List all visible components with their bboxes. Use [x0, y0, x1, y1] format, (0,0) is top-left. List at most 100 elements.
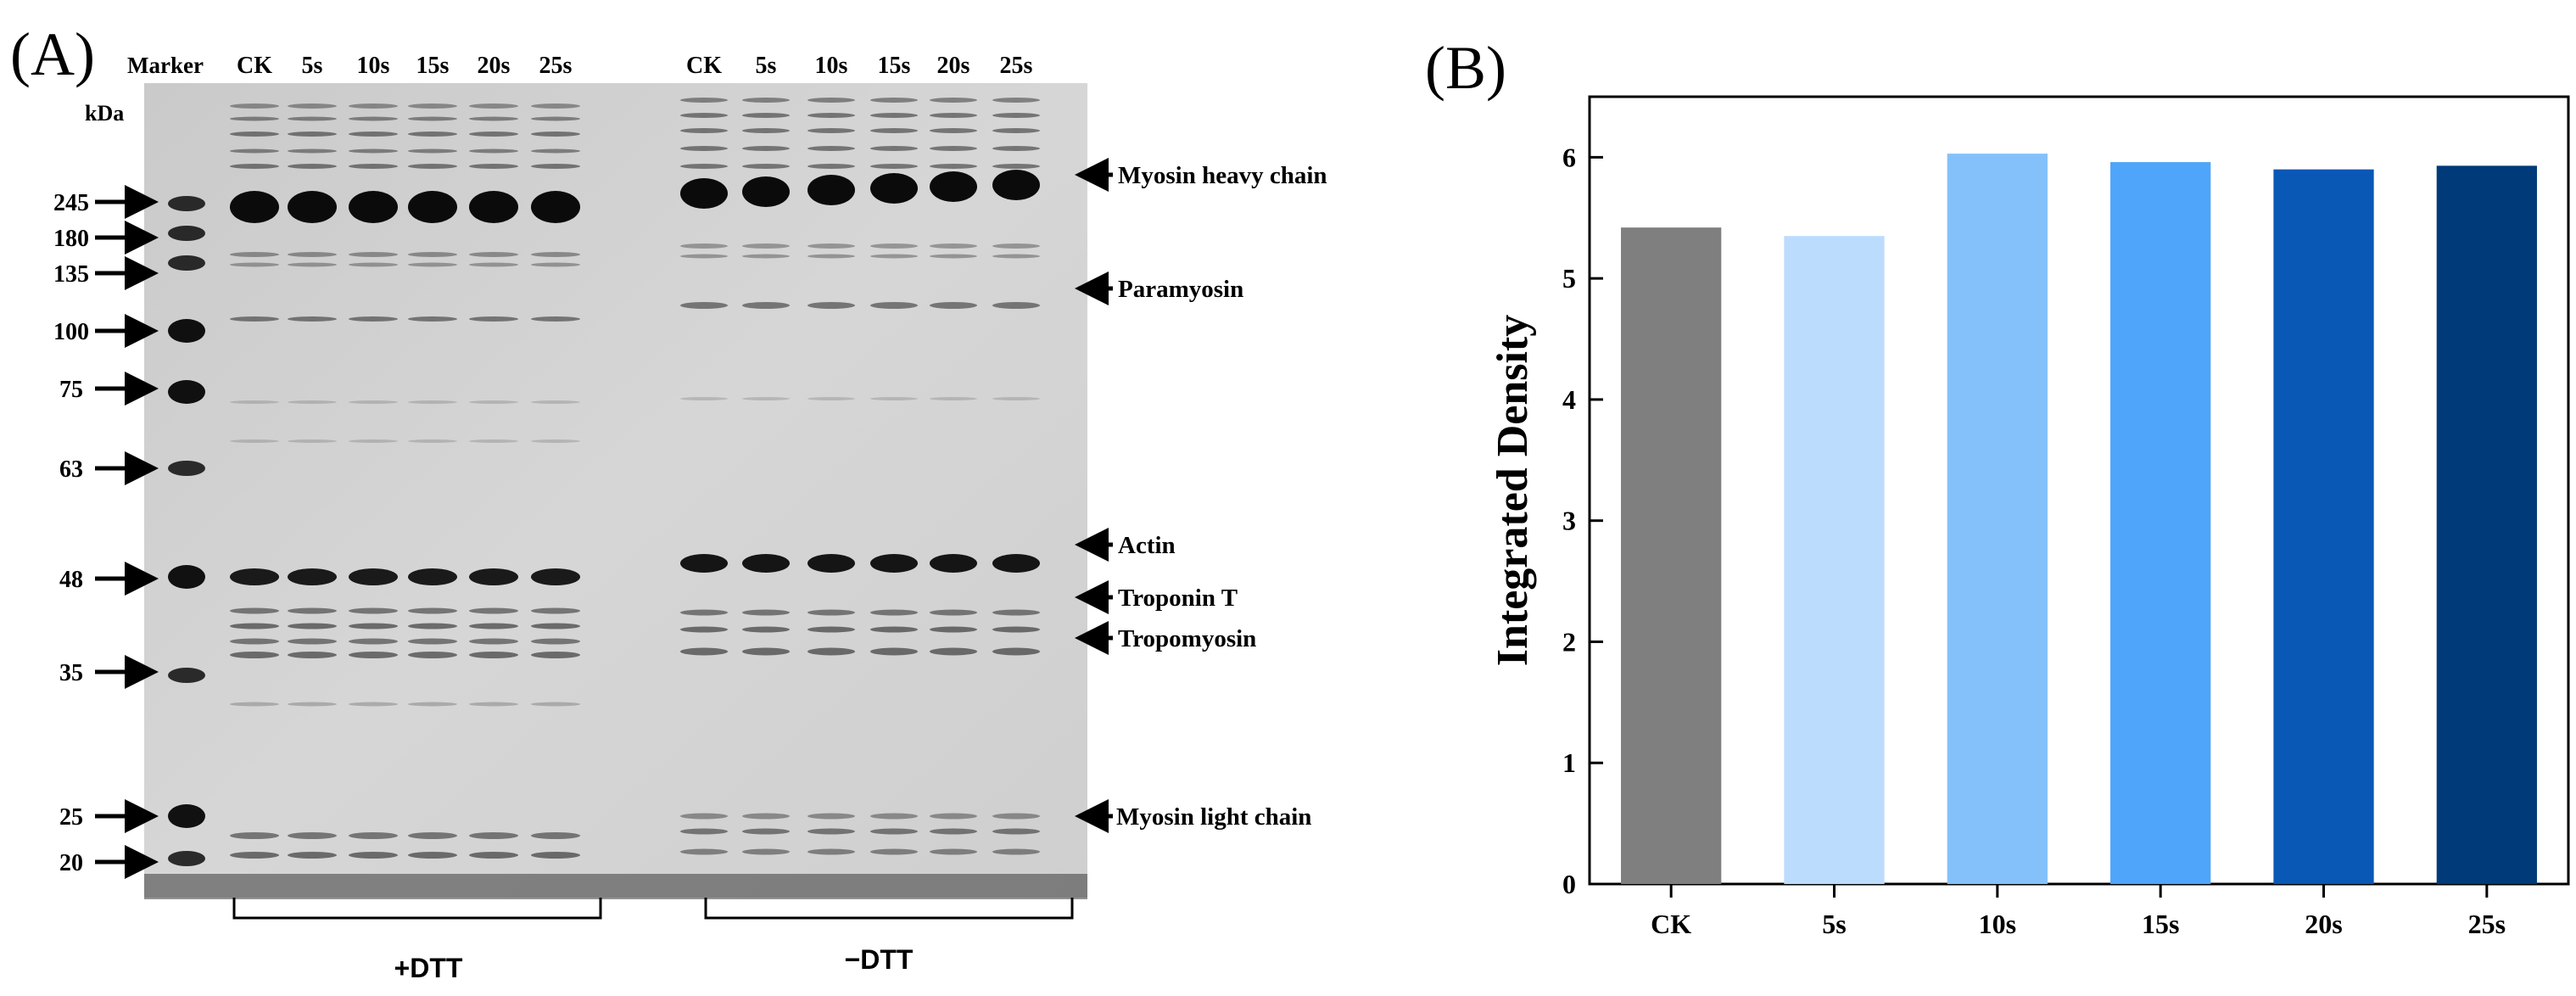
- gel-band: [992, 164, 1040, 169]
- gel-band: [930, 243, 977, 249]
- marker-band: [168, 226, 205, 241]
- gel-band: [680, 302, 728, 309]
- marker-band: [168, 565, 205, 589]
- gel-band: [992, 813, 1040, 820]
- gel-band: [531, 316, 580, 322]
- gel-band: [992, 98, 1040, 103]
- gel-band: [930, 146, 977, 151]
- gel-band: [992, 554, 1040, 573]
- marker-size-label: 20: [59, 850, 83, 876]
- gel-band: [807, 848, 855, 855]
- gel-band: [230, 832, 279, 839]
- y-tick-label: 6: [1562, 142, 1576, 172]
- group-label-plus-dtt: +DTT: [394, 953, 463, 983]
- gel-band: [469, 623, 518, 629]
- gel-band: [469, 262, 518, 267]
- gel-band: [807, 113, 855, 118]
- marker-size-label: 100: [53, 319, 89, 345]
- gel-band: [349, 104, 398, 109]
- gel-band: [408, 164, 457, 169]
- gel-band: [930, 647, 977, 656]
- gel-band: [349, 439, 398, 443]
- gel-band: [230, 148, 279, 154]
- gel-band: [992, 146, 1040, 151]
- gel-band: [531, 104, 580, 109]
- gel-band: [531, 164, 580, 169]
- gel-band: [349, 832, 398, 839]
- gel-band: [870, 254, 918, 259]
- gel-band: [807, 146, 855, 151]
- band-label: Myosin heavy chain: [1118, 162, 1327, 189]
- gel-band: [742, 146, 790, 151]
- gel-band: [469, 832, 518, 839]
- gel-band: [469, 131, 518, 137]
- gel-band: [930, 171, 977, 202]
- gel-band: [408, 148, 457, 154]
- gel-band: [870, 98, 918, 103]
- gel-band: [930, 302, 977, 309]
- gel-band: [930, 113, 977, 118]
- gel-band: [680, 554, 728, 573]
- marker-band: [168, 380, 205, 404]
- gel-band: [531, 252, 580, 257]
- gel-band: [469, 116, 518, 121]
- gel-band: [930, 848, 977, 855]
- gel-band: [469, 852, 518, 859]
- gel-band: [408, 400, 457, 404]
- lane-label: 20s: [937, 53, 970, 79]
- gel-band: [742, 626, 790, 633]
- gel-band: [288, 191, 337, 223]
- gel-band: [992, 302, 1040, 309]
- gel-band: [531, 638, 580, 645]
- lane-label: 10s: [815, 53, 848, 79]
- band-label: Paramyosin: [1118, 276, 1243, 303]
- marker-band: [168, 804, 205, 828]
- panel-b: (B) 0 1 2 3 4 5 6 CK 5s 10s 15s 20s 25s Integrated …: [1425, 34, 2570, 939]
- gel-band: [408, 262, 457, 267]
- gel-band: [349, 652, 398, 658]
- marker-size-label: 245: [53, 190, 89, 216]
- gel-band: [742, 609, 790, 616]
- gel-band: [349, 638, 398, 645]
- gel-band: [531, 623, 580, 629]
- gel-band: [288, 623, 337, 629]
- gel-band: [288, 638, 337, 645]
- gel-band: [408, 607, 457, 614]
- lane-label: 5s: [756, 53, 777, 79]
- gel-band: [230, 252, 279, 257]
- gel-band: [531, 832, 580, 839]
- gel-band: [531, 568, 580, 585]
- gel-band: [408, 638, 457, 645]
- gel-band: [230, 568, 279, 585]
- bar: [1621, 227, 1722, 884]
- gel-band: [349, 702, 398, 707]
- gel-band: [807, 243, 855, 249]
- bars: [1621, 154, 2537, 885]
- gel-band: [531, 148, 580, 154]
- gel-band: [680, 397, 728, 400]
- gel-band: [680, 98, 728, 103]
- gel-band: [807, 302, 855, 309]
- lane-label: 20s: [478, 53, 511, 79]
- gel-band: [680, 848, 728, 855]
- gel-band: [408, 104, 457, 109]
- gel-band: [349, 623, 398, 629]
- gel-band: [807, 128, 855, 133]
- gel-band: [230, 400, 279, 404]
- kda-label: kDa: [85, 101, 124, 126]
- gel-band: [408, 252, 457, 257]
- gel-band: [742, 813, 790, 820]
- gel-band: [349, 116, 398, 121]
- gel-band: [930, 626, 977, 633]
- marker-band: [168, 196, 205, 211]
- gel-band: [870, 848, 918, 855]
- group-bracket-right: −DTT: [704, 898, 1074, 975]
- marker-size-label: 135: [53, 261, 89, 288]
- gel-band: [288, 116, 337, 121]
- gel-band: [288, 262, 337, 267]
- marker-header: Marker: [127, 53, 204, 78]
- marker-band: [168, 255, 205, 271]
- bar: [1947, 154, 2048, 884]
- gel-band: [992, 128, 1040, 133]
